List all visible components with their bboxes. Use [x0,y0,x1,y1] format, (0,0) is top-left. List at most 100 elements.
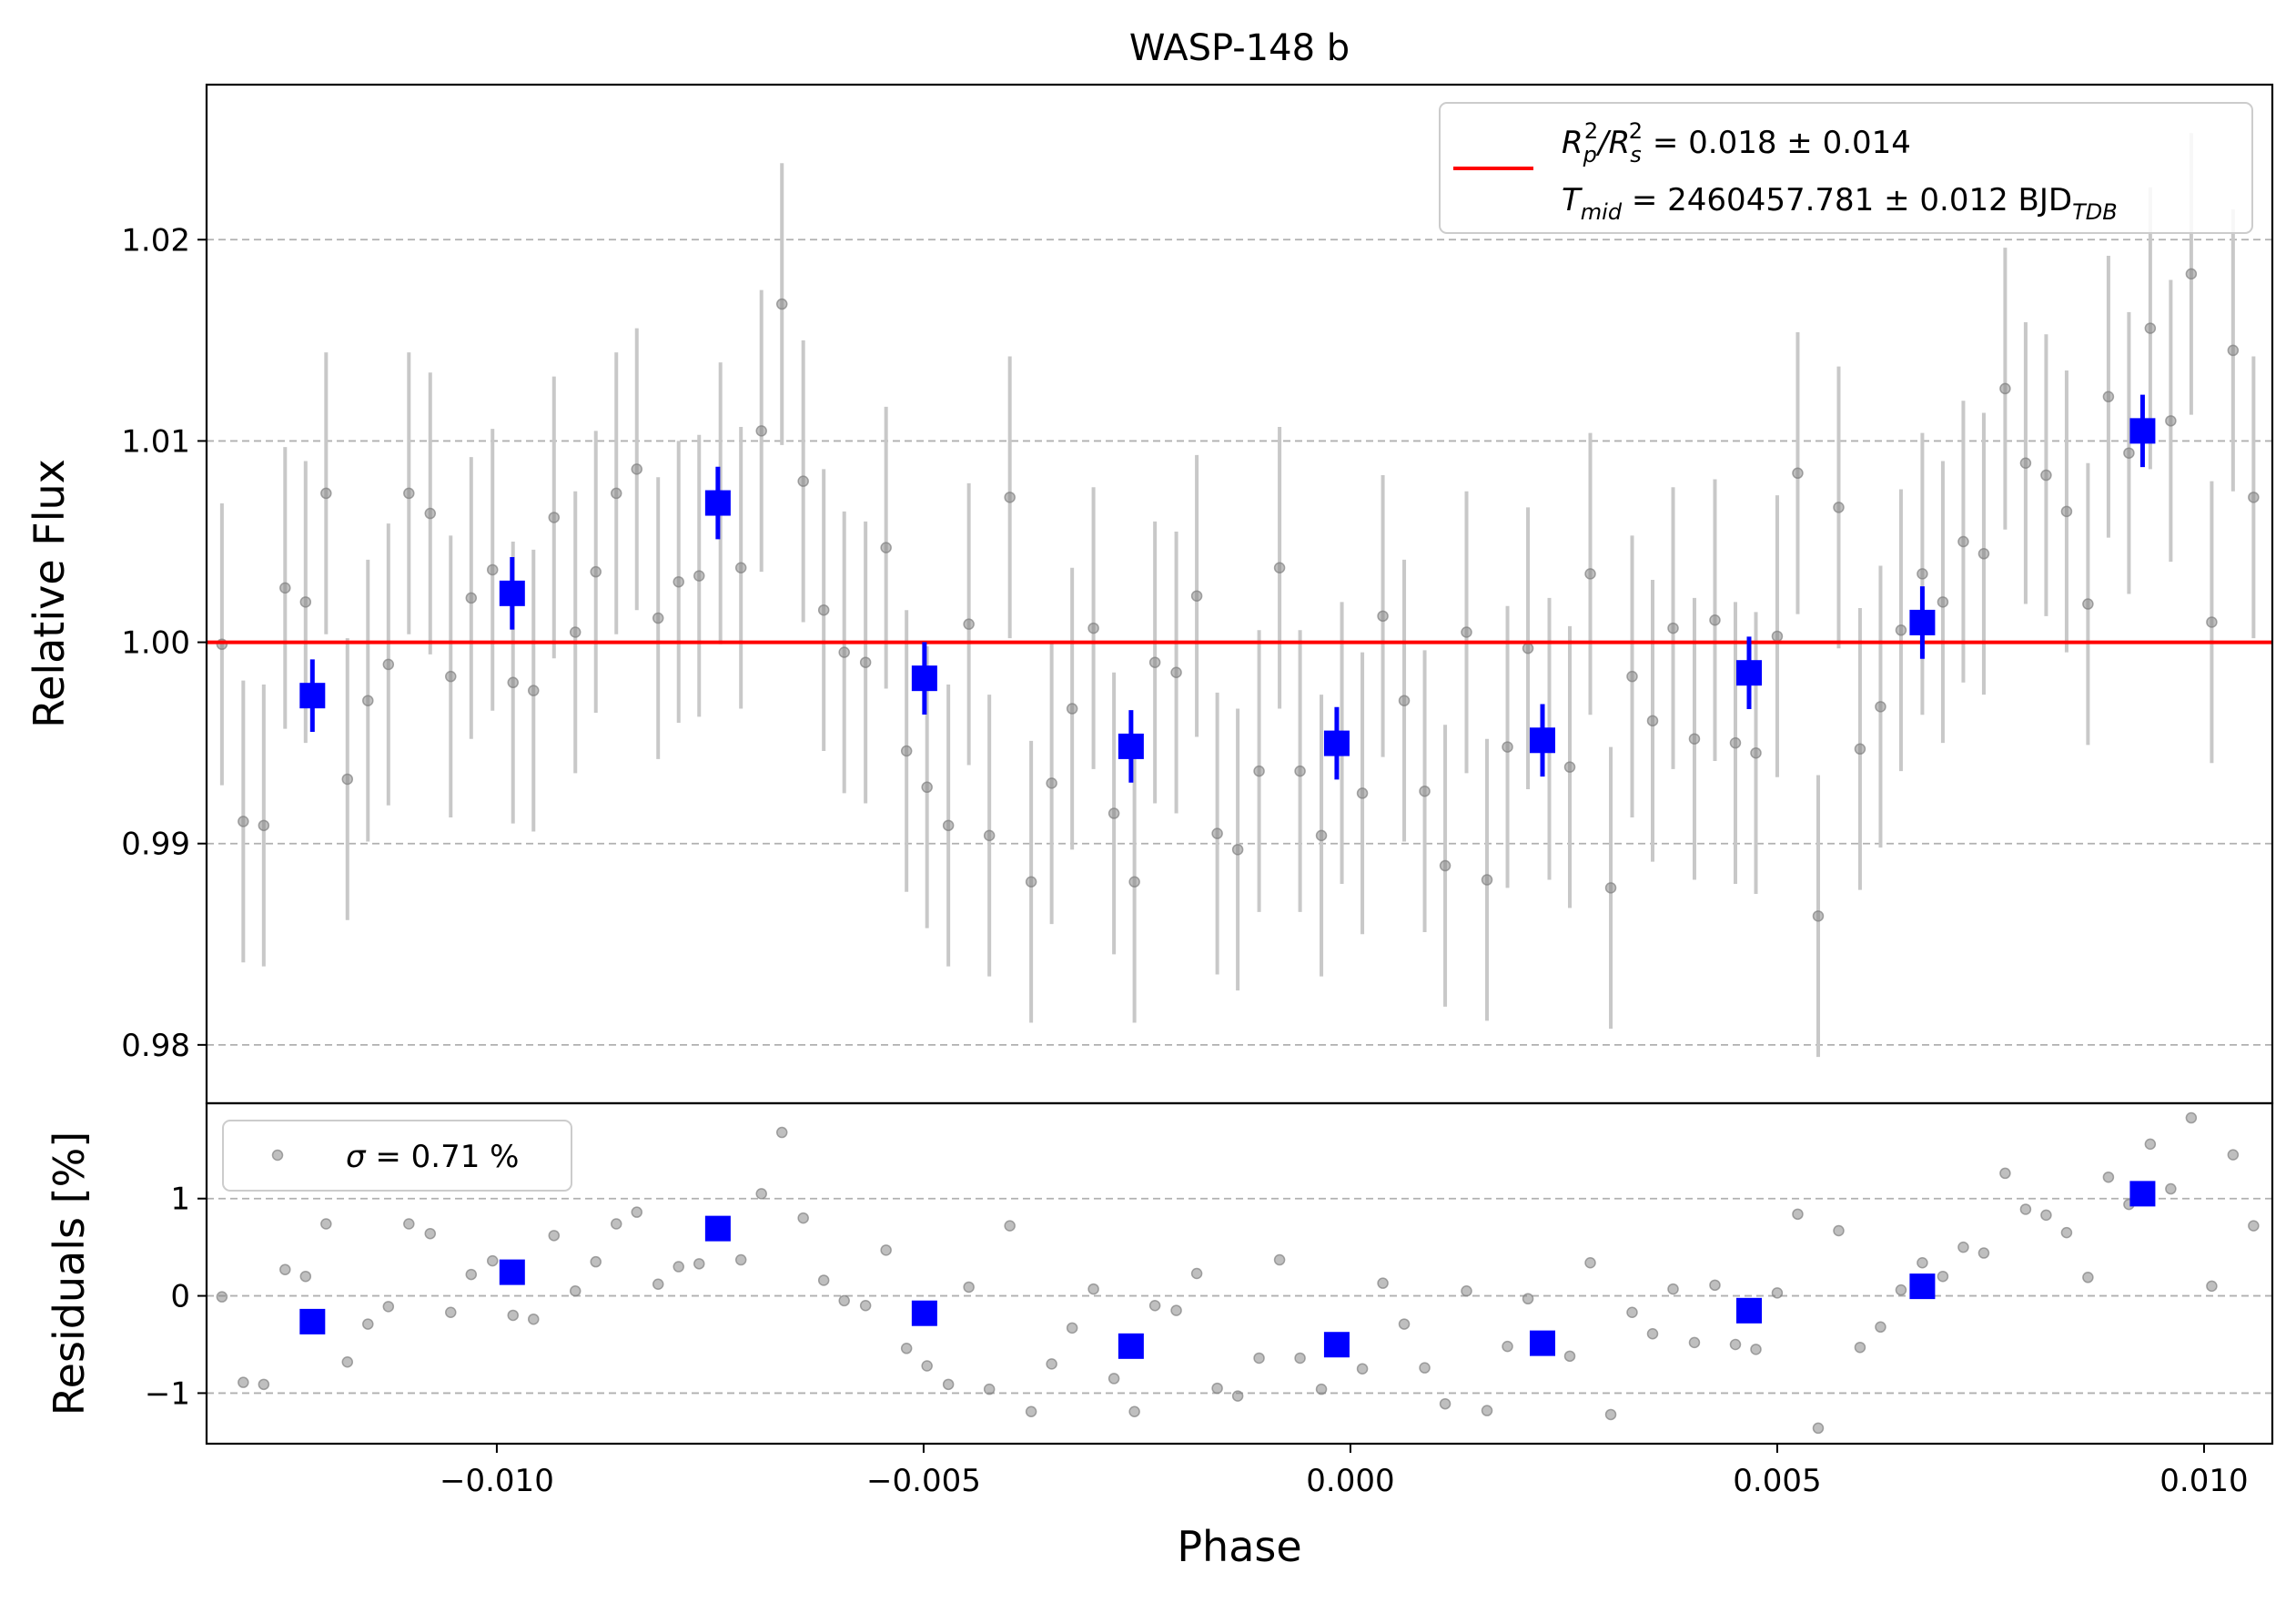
binned-residual-points [299,1181,2156,1359]
raw-residual-point [983,1383,996,1395]
raw-flux-point [465,592,478,604]
raw-flux-point [1626,670,1638,683]
raw-residual-point [216,1291,228,1303]
raw-flux-point [1419,785,1431,797]
raw-flux-point [693,570,705,582]
raw-residual-point [382,1301,395,1313]
raw-residual-point [1108,1373,1120,1385]
raw-flux-point [797,475,809,487]
raw-flux-point [1461,626,1472,638]
raw-residual-point [1025,1405,1037,1417]
raw-flux-point [1190,590,1203,602]
raw-flux-point [1170,666,1182,678]
raw-flux-point [1066,703,1078,715]
raw-residual-point [1854,1341,1866,1354]
raw-flux-point [673,575,684,588]
raw-flux-point [734,562,747,574]
binned-flux-point [911,665,937,692]
residual-y-tick-label: 0 [170,1279,190,1315]
raw-residual-point [299,1270,312,1283]
x-tick-label: −0.010 [440,1463,554,1499]
raw-residual-point [1231,1390,1244,1402]
raw-flux-point [1004,492,1016,503]
raw-flux-point [382,658,395,671]
flux-y-tick-label: 1.01 [121,423,190,460]
residual-legend: σ = 0.71 % [222,1120,572,1192]
raw-flux-point [1108,807,1120,819]
raw-flux-point [1294,765,1306,777]
raw-flux-point [1771,630,1784,643]
raw-flux-point [817,604,830,616]
raw-flux-point [1315,829,1328,842]
binned-residual-point [1909,1273,1936,1300]
raw-residual-point [755,1188,767,1200]
residual-y-tick-label: 1 [170,1182,190,1218]
raw-residual-point [1957,1241,1969,1253]
raw-flux-point [2248,492,2260,503]
raw-flux-point [631,463,643,475]
binned-flux-points [299,394,2156,783]
raw-residual-point [1190,1267,1203,1280]
raw-residual-point [2185,1111,2198,1124]
raw-residual-point [1792,1208,1804,1221]
raw-residual-point [362,1318,374,1330]
raw-flux-point [424,507,437,520]
raw-flux-point [1584,568,1596,580]
binned-flux-point [704,490,731,516]
raw-residual-point [942,1378,955,1391]
raw-flux-point [299,596,312,608]
flux-y-tick-label: 0.98 [121,1028,190,1064]
raw-flux-point [1667,622,1679,634]
raw-flux-point [507,676,519,689]
binned-residual-point [1529,1330,1555,1356]
raw-flux-point [610,487,622,500]
legend-residual-marker [271,1149,284,1162]
raw-flux-point [755,425,767,437]
raw-flux-point [1398,695,1411,706]
legend-radius-ratio: Rp2/Rs2 = 0.018 ± 0.014 [1562,118,1911,167]
legend-sigma: σ = 0.71 % [346,1139,519,1175]
raw-residual-point [1937,1270,1949,1283]
raw-residual-point [424,1227,437,1240]
flux-y-tick-label: 1.00 [121,625,190,662]
raw-residual-point [403,1218,415,1230]
raw-flux-point [838,646,850,658]
raw-residual-point [610,1218,622,1230]
raw-residual-point [797,1212,809,1224]
raw-flux-point [2206,616,2218,628]
raw-residual-point [341,1355,354,1368]
raw-flux-point [341,773,354,786]
raw-flux-point [1231,844,1244,856]
raw-flux-point [486,563,499,576]
raw-residual-point [775,1126,788,1139]
binned-flux-point [1735,660,1762,686]
raw-flux-point [2040,469,2052,482]
flux-legend-box [1439,102,2253,234]
raw-flux-point [1377,610,1389,623]
raw-residual-point [1750,1344,1762,1355]
raw-residual-point [1812,1422,1825,1435]
raw-residual-point [2227,1149,2240,1161]
raw-flux-point [258,819,270,832]
raw-flux-point [445,670,457,683]
residual-y-axis-label: Residuals [%] [45,1131,94,1415]
x-tick-label: −0.005 [866,1463,981,1499]
raw-residual-point [1563,1350,1576,1363]
raw-residual-point [652,1278,664,1291]
chart-title: WASP-148 b [1129,27,1350,69]
raw-residual-point [2060,1226,2073,1239]
raw-residual-point [1626,1306,1638,1318]
raw-residual-point [2082,1272,2094,1283]
raw-flux-point [1977,548,1990,560]
raw-flux-point [1439,859,1451,872]
binned-flux-point [299,683,326,709]
raw-residual-point [2248,1220,2260,1232]
residual-y-tick-label: −1 [145,1375,190,1412]
raw-flux-point [1025,876,1037,888]
raw-flux-point [1253,765,1265,777]
raw-residual-point [1356,1363,1369,1375]
raw-residual-point [2019,1203,2032,1215]
raw-residual-point [1315,1383,1328,1395]
